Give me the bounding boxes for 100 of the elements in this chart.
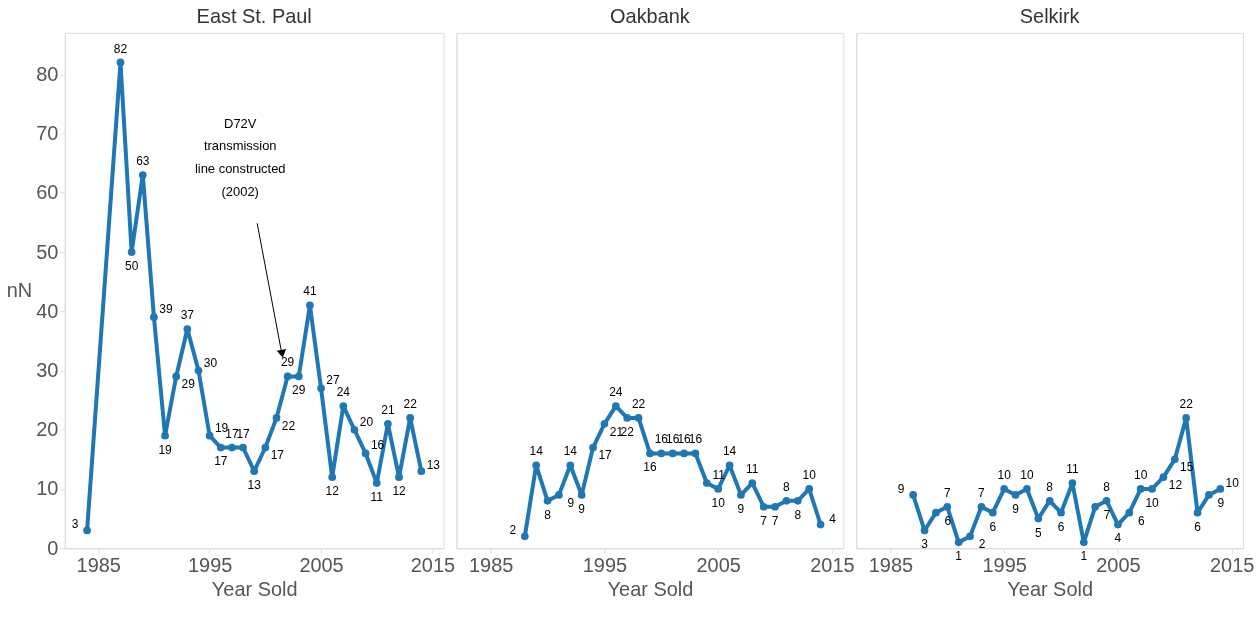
data-label: 3 bbox=[921, 537, 929, 552]
point bbox=[216, 443, 225, 452]
y-tick-label: 60 bbox=[36, 181, 59, 204]
point bbox=[350, 425, 359, 434]
y-tick-label: 10 bbox=[36, 477, 59, 500]
y-tick-label: 80 bbox=[36, 62, 59, 85]
point bbox=[1159, 473, 1168, 481]
chart-title: Selkirk bbox=[1019, 4, 1080, 27]
x-tick-label: 2005 bbox=[696, 553, 741, 576]
point bbox=[172, 372, 181, 381]
point bbox=[138, 171, 147, 179]
data-label: 7 bbox=[978, 485, 986, 500]
point bbox=[372, 479, 381, 487]
point bbox=[611, 402, 620, 410]
point bbox=[555, 491, 563, 499]
data-label: 22 bbox=[631, 396, 646, 411]
point bbox=[543, 496, 552, 505]
point bbox=[1102, 496, 1111, 505]
x-tick-label: 1995 bbox=[582, 553, 628, 576]
point bbox=[782, 496, 791, 505]
data-label: 7 bbox=[1103, 507, 1111, 522]
point bbox=[1068, 479, 1077, 487]
point bbox=[83, 526, 91, 535]
data-label: 6 bbox=[944, 513, 952, 528]
data-label: 14 bbox=[563, 444, 578, 459]
x-tick-label: 1995 bbox=[187, 553, 233, 576]
point bbox=[1170, 455, 1179, 464]
data-label: 50 bbox=[124, 258, 139, 273]
data-label: 9 bbox=[567, 495, 575, 510]
point bbox=[395, 473, 403, 481]
data-label: 10 bbox=[1225, 475, 1240, 490]
point bbox=[1079, 538, 1088, 547]
chart-title: East St. Paul bbox=[196, 4, 312, 27]
data-label: 6 bbox=[1137, 513, 1145, 528]
data-label: 5 bbox=[1034, 525, 1042, 540]
data-label: 41 bbox=[303, 284, 317, 299]
y-tick-label: 50 bbox=[36, 240, 59, 263]
x-tick-label: 1985 bbox=[469, 553, 514, 576]
data-label: 16 bbox=[654, 432, 669, 447]
data-label: 12 bbox=[1168, 478, 1183, 493]
data-label: 39 bbox=[159, 302, 173, 317]
point bbox=[261, 443, 270, 452]
data-label: 29 bbox=[280, 355, 295, 370]
data-label: 9 bbox=[1217, 495, 1225, 510]
point bbox=[520, 532, 529, 541]
data-label: 20 bbox=[359, 414, 374, 429]
data-label: 8 bbox=[783, 479, 791, 494]
point bbox=[283, 372, 292, 381]
point bbox=[634, 414, 643, 422]
y-axis-title: nN bbox=[6, 279, 33, 302]
point bbox=[205, 431, 214, 440]
data-label: 30 bbox=[203, 355, 218, 370]
data-label: 2 bbox=[978, 537, 986, 552]
point bbox=[668, 449, 677, 458]
point bbox=[384, 419, 392, 428]
point bbox=[771, 502, 779, 511]
data-label: 1 bbox=[1080, 549, 1088, 564]
point bbox=[306, 301, 314, 310]
data-label: 16 bbox=[643, 460, 657, 475]
point bbox=[714, 485, 723, 493]
point bbox=[691, 449, 700, 458]
point bbox=[920, 526, 929, 535]
data-label: 10 bbox=[711, 495, 726, 510]
data-label: 16 bbox=[666, 432, 680, 447]
data-label: 24 bbox=[609, 385, 623, 400]
point bbox=[194, 366, 203, 375]
data-label: 6 bbox=[1194, 519, 1202, 534]
point bbox=[183, 325, 192, 333]
point bbox=[737, 491, 745, 499]
data-label: 8 bbox=[1046, 479, 1054, 494]
data-label: 22 bbox=[620, 424, 635, 439]
data-label: 10 bbox=[997, 468, 1012, 483]
data-label: 21 bbox=[381, 402, 395, 417]
data-label: 12 bbox=[325, 484, 340, 499]
x-tick-label: 2015 bbox=[1210, 553, 1255, 576]
data-label: 9 bbox=[1012, 501, 1020, 516]
data-label: 10 bbox=[1134, 468, 1148, 483]
data-label: 17 bbox=[598, 448, 613, 463]
point bbox=[702, 479, 711, 487]
point bbox=[748, 479, 757, 487]
data-label: 8 bbox=[1103, 479, 1111, 494]
point bbox=[657, 449, 666, 458]
data-label: 6 bbox=[1057, 519, 1065, 534]
data-label: 17 bbox=[236, 426, 251, 441]
point bbox=[1125, 508, 1134, 517]
data-label: 10 bbox=[802, 468, 817, 483]
point bbox=[1091, 502, 1100, 511]
point bbox=[361, 449, 370, 458]
point bbox=[250, 467, 259, 476]
data-label: 22 bbox=[1179, 396, 1194, 411]
point bbox=[1114, 520, 1122, 529]
point bbox=[954, 538, 963, 547]
point bbox=[116, 58, 125, 67]
data-label: 7 bbox=[943, 485, 951, 500]
point bbox=[228, 443, 236, 452]
data-label: 29 bbox=[181, 377, 196, 392]
point bbox=[127, 248, 136, 256]
data-label: 11 bbox=[370, 490, 384, 504]
y-tick-label: 30 bbox=[36, 358, 59, 381]
point bbox=[1148, 485, 1156, 493]
